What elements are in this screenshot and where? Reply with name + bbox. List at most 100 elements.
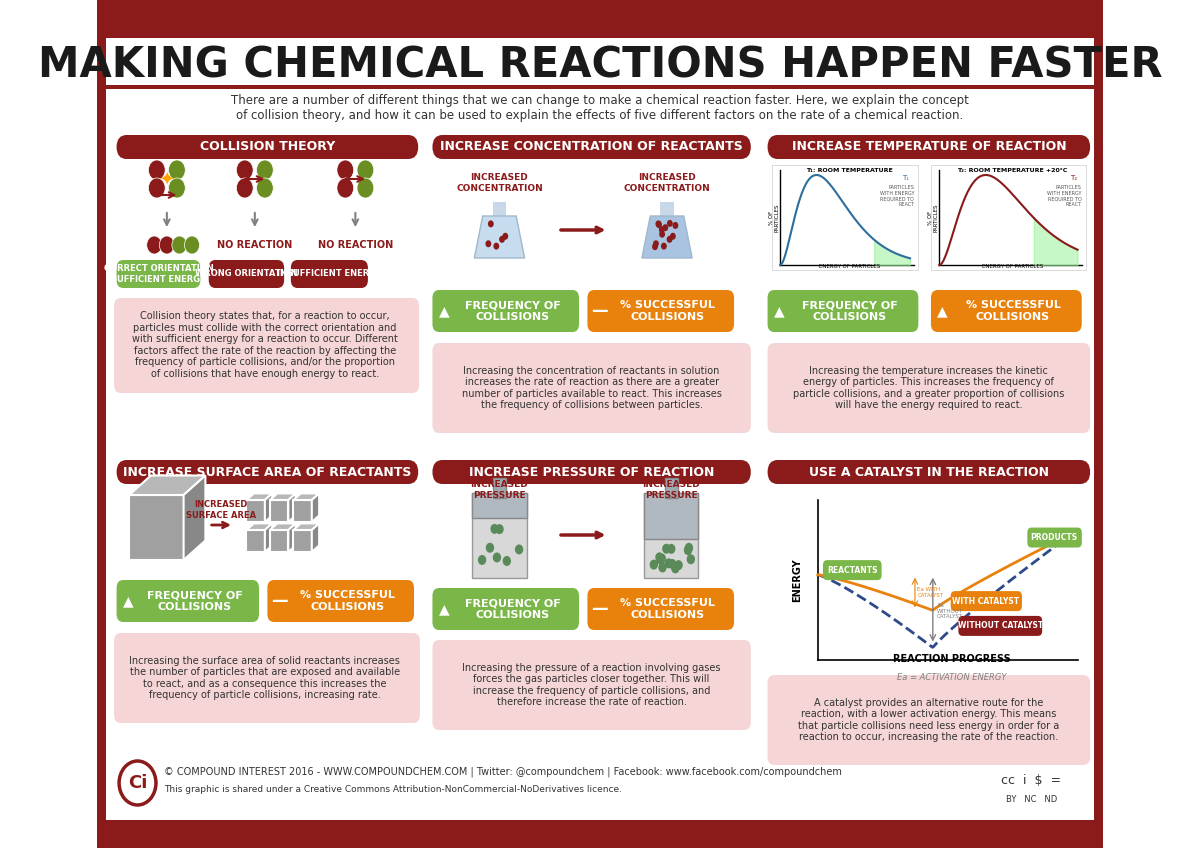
- Text: PARTICLES
WITH ENERGY
REQUIRED TO
REACT: PARTICLES WITH ENERGY REQUIRED TO REACT: [880, 185, 914, 208]
- Text: FREQUENCY OF
COLLISIONS: FREQUENCY OF COLLISIONS: [146, 590, 242, 611]
- Text: ▲: ▲: [439, 602, 450, 616]
- Text: Increasing the surface area of solid reactants increases
the number of particles: Increasing the surface area of solid rea…: [130, 656, 401, 700]
- Text: Increasing the temperature increases the kinetic
energy of particles. This incre: Increasing the temperature increases the…: [793, 365, 1064, 410]
- Text: ▲: ▲: [937, 304, 948, 318]
- Text: REACTANTS: REACTANTS: [827, 566, 877, 575]
- Bar: [493, 477, 506, 498]
- Circle shape: [656, 555, 665, 565]
- FancyBboxPatch shape: [114, 298, 419, 393]
- Circle shape: [662, 544, 671, 554]
- Circle shape: [665, 558, 673, 568]
- Text: % OF
PARTICLES: % OF PARTICLES: [928, 204, 938, 232]
- Polygon shape: [270, 530, 288, 552]
- Circle shape: [149, 178, 166, 198]
- Circle shape: [491, 524, 499, 534]
- FancyBboxPatch shape: [432, 588, 580, 630]
- Circle shape: [358, 160, 373, 180]
- Text: T₂: T₂: [1070, 175, 1076, 181]
- FancyBboxPatch shape: [1027, 527, 1082, 548]
- Circle shape: [685, 543, 694, 553]
- FancyBboxPatch shape: [432, 135, 751, 159]
- Circle shape: [149, 160, 166, 180]
- Circle shape: [674, 561, 683, 570]
- Circle shape: [478, 555, 486, 565]
- Polygon shape: [293, 523, 319, 530]
- Text: INCREASE PRESSURE OF REACTION: INCREASE PRESSURE OF REACTION: [469, 466, 714, 478]
- Text: Increasing the pressure of a reaction involving gases
forces the gas particles c: Increasing the pressure of a reaction in…: [462, 662, 721, 707]
- Circle shape: [168, 160, 185, 180]
- Circle shape: [488, 220, 493, 227]
- Text: Ea
WITHOUT
CATALYST: Ea WITHOUT CATALYST: [937, 603, 964, 620]
- Circle shape: [659, 562, 667, 572]
- Circle shape: [659, 231, 665, 237]
- Circle shape: [337, 178, 354, 198]
- Circle shape: [119, 761, 156, 805]
- Circle shape: [496, 524, 504, 534]
- Polygon shape: [312, 494, 319, 522]
- Polygon shape: [312, 523, 319, 552]
- Text: This graphic is shared under a Creative Commons Attribution-NonCommercial-NoDeri: This graphic is shared under a Creative …: [164, 785, 623, 795]
- Circle shape: [358, 178, 373, 198]
- Polygon shape: [246, 523, 272, 530]
- Text: BY   NC   ND: BY NC ND: [1006, 795, 1057, 805]
- FancyBboxPatch shape: [588, 290, 734, 332]
- Circle shape: [168, 178, 185, 198]
- Text: cc  i  $  =: cc i $ =: [1002, 773, 1062, 786]
- FancyBboxPatch shape: [114, 633, 420, 723]
- FancyBboxPatch shape: [209, 260, 284, 288]
- Polygon shape: [130, 495, 184, 560]
- Bar: [106, 85, 1094, 89]
- Bar: [780, 495, 1081, 665]
- Text: —: —: [590, 302, 607, 320]
- Circle shape: [655, 552, 664, 562]
- Polygon shape: [265, 523, 272, 552]
- Text: INCREASE SURFACE AREA OF REACTANTS: INCREASE SURFACE AREA OF REACTANTS: [124, 466, 412, 478]
- Circle shape: [686, 555, 695, 564]
- Circle shape: [671, 563, 679, 573]
- Polygon shape: [265, 494, 272, 522]
- Bar: [106, 10, 1094, 38]
- Circle shape: [257, 178, 274, 198]
- Bar: [644, 493, 698, 539]
- Text: INCREASED
PRESSURE: INCREASED PRESSURE: [642, 480, 700, 499]
- Text: WITHOUT CATALYST: WITHOUT CATALYST: [958, 622, 1043, 630]
- Text: COLLISION THEORY: COLLISION THEORY: [199, 141, 335, 153]
- FancyBboxPatch shape: [116, 260, 200, 288]
- Polygon shape: [246, 500, 265, 522]
- Text: INCREASED
CONCENTRATION: INCREASED CONCENTRATION: [624, 173, 710, 192]
- FancyBboxPatch shape: [823, 560, 882, 580]
- Text: © COMPOUND INTEREST 2016 - WWW.COMPOUNDCHEM.COM | Twitter: @compoundchem | Faceb: © COMPOUND INTEREST 2016 - WWW.COMPOUNDC…: [164, 767, 842, 778]
- Circle shape: [257, 160, 274, 180]
- Bar: [473, 493, 527, 518]
- Bar: [106, 820, 1094, 838]
- Circle shape: [499, 236, 505, 243]
- Bar: [644, 493, 698, 577]
- Circle shape: [667, 544, 676, 554]
- Polygon shape: [293, 494, 319, 500]
- Text: ▲: ▲: [122, 594, 133, 608]
- FancyBboxPatch shape: [116, 580, 259, 622]
- Circle shape: [503, 232, 509, 240]
- Polygon shape: [474, 216, 524, 258]
- Text: INCREASE TEMPERATURE OF REACTION: INCREASE TEMPERATURE OF REACTION: [792, 141, 1066, 153]
- Bar: [665, 477, 678, 498]
- Circle shape: [684, 545, 692, 555]
- Text: ENERGY OF PARTICLES: ENERGY OF PARTICLES: [818, 264, 880, 269]
- FancyBboxPatch shape: [588, 588, 734, 630]
- Text: CORRECT ORIENTATION
SUFFICIENT ENERGY: CORRECT ORIENTATION SUFFICIENT ENERGY: [103, 265, 214, 284]
- Text: There are a number of different things that we can change to make a chemical rea: There are a number of different things t…: [232, 94, 968, 122]
- Text: ENERGY: ENERGY: [792, 558, 802, 602]
- Polygon shape: [246, 530, 265, 552]
- Text: ▲: ▲: [774, 304, 785, 318]
- Text: ✦: ✦: [158, 170, 175, 188]
- Circle shape: [493, 552, 502, 562]
- Circle shape: [172, 236, 187, 254]
- FancyBboxPatch shape: [931, 290, 1081, 332]
- Polygon shape: [270, 523, 295, 530]
- Circle shape: [236, 160, 253, 180]
- Text: FREQUENCY OF
COLLISIONS: FREQUENCY OF COLLISIONS: [464, 598, 560, 620]
- FancyBboxPatch shape: [768, 135, 1090, 159]
- Text: % SUCCESSFUL
COLLISIONS: % SUCCESSFUL COLLISIONS: [620, 300, 715, 321]
- FancyBboxPatch shape: [959, 616, 1042, 636]
- Text: ▲: ▲: [439, 304, 450, 318]
